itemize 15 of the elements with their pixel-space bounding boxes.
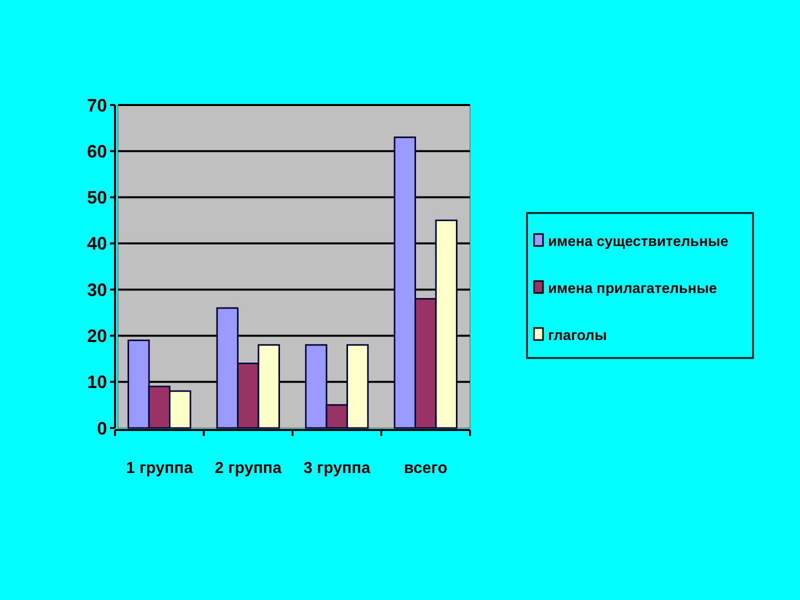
x-tick-label: 2 группа — [214, 460, 282, 477]
y-tick-label: 50 — [86, 188, 107, 208]
x-tick-label: 1 группа — [126, 460, 193, 477]
y-tick-label: 70 — [86, 95, 107, 116]
y-tick-label: 60 — [86, 141, 107, 162]
legend-label: глаголы — [548, 328, 607, 344]
y-tick-label: 20 — [86, 326, 107, 346]
y-tick-label: 40 — [86, 234, 107, 254]
x-tick-label: всего — [404, 460, 448, 477]
y-tick-label: 10 — [86, 372, 107, 392]
legend-label: имена существительные — [548, 234, 728, 250]
x-tick-label: 3 группа — [304, 460, 370, 477]
y-tick-label: 30 — [86, 280, 107, 300]
y-tick-label: 0 — [96, 418, 107, 438]
legend-label: имена прилагательные — [548, 281, 717, 297]
